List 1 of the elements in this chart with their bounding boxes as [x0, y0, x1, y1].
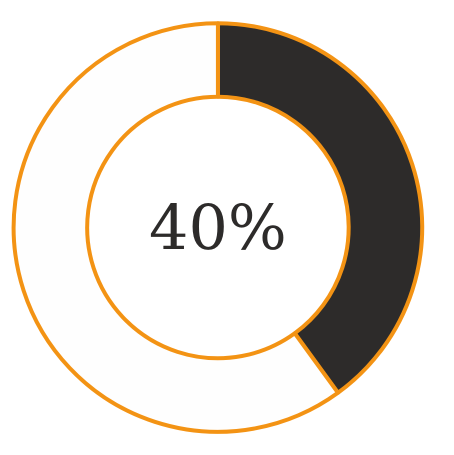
text: 40%	[149, 191, 287, 264]
